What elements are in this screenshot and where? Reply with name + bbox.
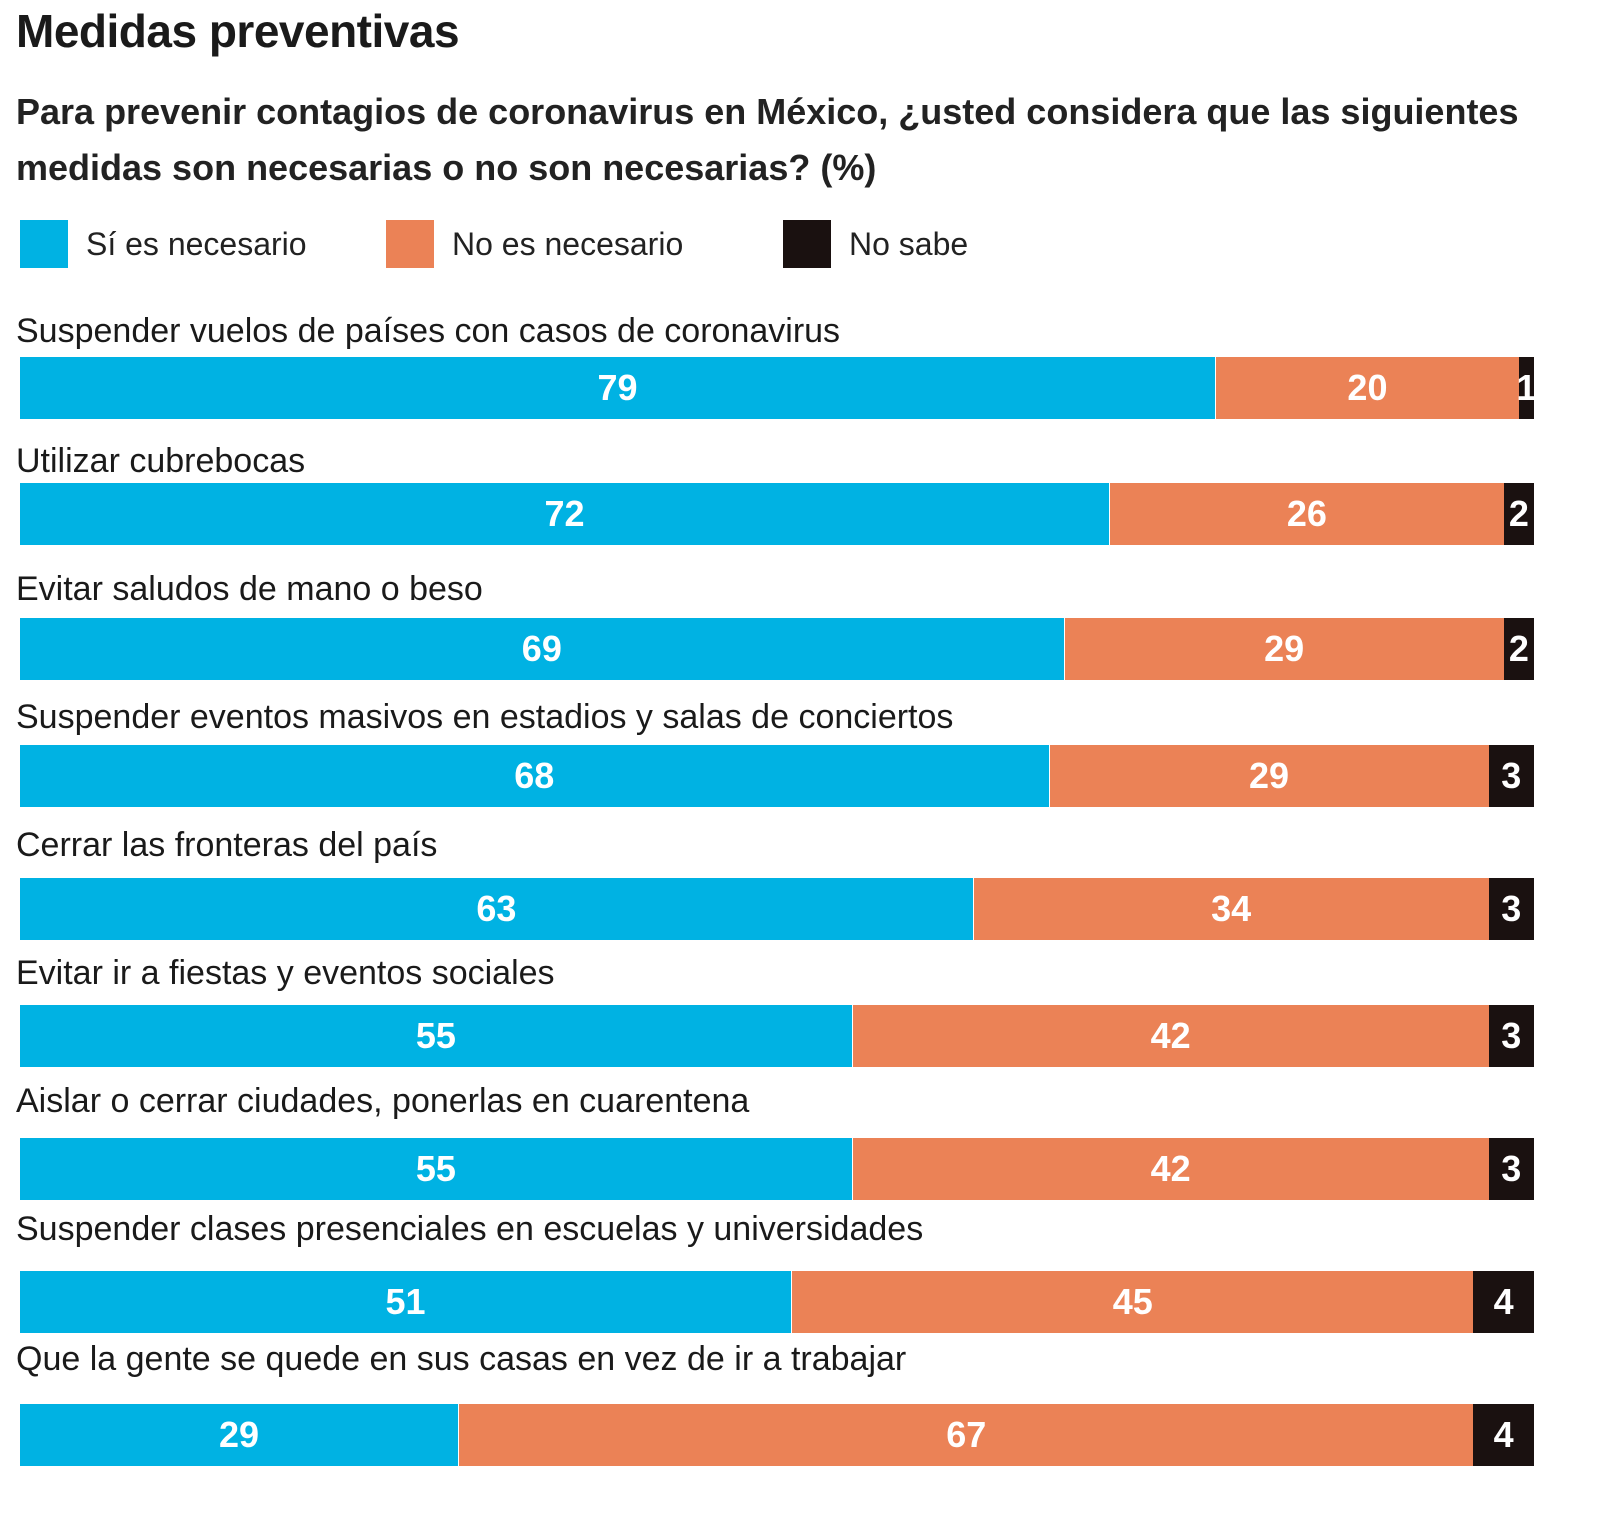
data-label-si-7: 55 [415,1148,456,1189]
data-label-ns-8: 4 [1493,1281,1514,1322]
data-label-no-3: 29 [1264,628,1305,669]
stacked-bar-5: 63 34 3 [20,878,1534,940]
bar-segment-si-4: 68 [20,745,1050,807]
bar-segment-si-2: 72 [20,483,1111,545]
data-label-si-3: 69 [521,628,562,669]
row-label-6: Evitar ir a fiestas y eventos sociales [16,954,555,992]
chart-legend: Sí es necesario No es necesario No sabe [20,218,1520,270]
bar-segment-no-7: 42 [852,1138,1489,1200]
bar-segment-ns-1: 1 [1516,357,1537,419]
chart-subtitle: Para prevenir contagios de coronavirus e… [16,91,1519,188]
row-label-2: Utilizar cubrebocas [16,442,306,480]
legend-swatch-no [386,220,434,268]
data-label-no-8: 45 [1112,1281,1153,1322]
stacked-bar-1: 79 20 1 [20,357,1537,419]
bar-segment-ns-7: 3 [1488,1138,1534,1200]
row-label-7: Aislar o cerrar ciudades, ponerlas en cu… [16,1082,750,1120]
data-label-no-4: 29 [1249,755,1290,796]
legend-swatch-si [20,220,68,268]
bar-segment-no-5: 34 [973,878,1489,940]
legend-label-si: Sí es necesario [86,225,307,262]
data-label-ns-9: 4 [1493,1414,1514,1455]
bar-segment-si-1: 79 [20,357,1217,419]
bar-segment-si-5: 63 [20,878,974,940]
bar-segment-ns-6: 3 [1488,1005,1534,1067]
bar-segment-no-8: 45 [792,1271,1474,1333]
data-label-ns-5: 3 [1501,888,1522,929]
row-label-3: Evitar saludos de mano o beso [16,570,483,608]
stacked-bar-9: 29 67 4 [20,1404,1534,1466]
bar-segment-no-4: 29 [1049,745,1489,807]
bar-segment-ns-9: 4 [1473,1404,1534,1466]
legend-label-no: No es necesario [452,225,684,262]
data-label-si-4: 68 [514,755,555,796]
data-label-ns-6: 3 [1501,1015,1522,1056]
bar-segment-si-9: 29 [20,1404,460,1466]
data-label-no-6: 42 [1150,1015,1191,1056]
bar-segment-ns-4: 3 [1488,745,1534,807]
data-label-si-1: 79 [597,367,638,408]
bar-segment-no-1: 20 [1216,357,1519,419]
bar-segment-no-3: 29 [1064,618,1504,680]
data-label-si-5: 63 [476,888,517,929]
row-label-9: Que la gente se quede en sus casas en ve… [16,1340,907,1378]
data-label-si-6: 55 [415,1015,456,1056]
data-label-no-5: 34 [1211,888,1252,929]
data-label-no-9: 67 [946,1414,987,1455]
legend-item-ns: No sabe [783,218,968,270]
bar-segment-no-9: 67 [459,1404,1474,1466]
legend-swatch-ns [783,220,831,268]
data-label-ns-4: 3 [1501,755,1522,796]
bar-segment-ns-5: 3 [1488,878,1534,940]
legend-item-no: No es necesario [386,218,683,270]
row-label-8: Suspender clases presenciales en escuela… [16,1210,924,1248]
stacked-bar-2: 72 26 2 [20,483,1534,545]
data-label-no-1: 20 [1347,367,1388,408]
row-label-4: Suspender eventos masivos en estadios y … [16,698,954,736]
data-label-no-2: 26 [1286,493,1327,534]
bar-segment-ns-3: 2 [1503,618,1534,680]
bar-segment-ns-8: 4 [1473,1271,1534,1333]
bar-segment-no-2: 26 [1110,483,1504,545]
data-label-ns-2: 2 [1508,493,1529,534]
stacked-bar-6: 55 42 3 [20,1005,1534,1067]
stacked-bar-4: 68 29 3 [20,745,1534,807]
bar-segment-no-6: 42 [852,1005,1489,1067]
bar-segment-si-3: 69 [20,618,1065,680]
data-label-no-7: 42 [1150,1148,1191,1189]
bar-segment-si-7: 55 [20,1138,853,1200]
data-label-ns-1: 1 [1516,367,1537,408]
stacked-bar-3: 69 29 2 [20,618,1534,680]
row-label-1: Suspender vuelos de países con casos de … [16,312,841,350]
chart-title: Medidas preventivas [16,5,460,57]
bar-segment-si-6: 55 [20,1005,853,1067]
bar-segment-ns-2: 2 [1503,483,1534,545]
legend-item-si: Sí es necesario [20,218,307,270]
stacked-bar-7: 55 42 3 [20,1138,1534,1200]
row-label-5: Cerrar las fronteras del país [16,826,438,864]
data-label-si-8: 51 [385,1281,426,1322]
stacked-bar-8: 51 45 4 [20,1271,1534,1333]
data-label-ns-3: 2 [1508,628,1529,669]
bar-segment-si-8: 51 [20,1271,793,1333]
data-label-ns-7: 3 [1501,1148,1522,1189]
data-label-si-9: 29 [219,1414,260,1455]
data-label-si-2: 72 [544,493,585,534]
legend-label-ns: No sabe [849,225,969,262]
